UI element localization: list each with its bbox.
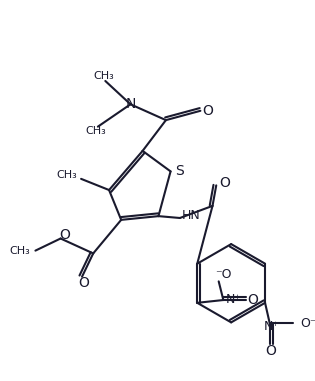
Text: N⁺: N⁺ — [264, 320, 280, 333]
Text: N⁺: N⁺ — [226, 293, 242, 306]
Text: O⁻: O⁻ — [301, 317, 315, 330]
Text: CH₃: CH₃ — [57, 170, 77, 180]
Text: CH₃: CH₃ — [9, 246, 30, 256]
Text: O: O — [219, 176, 230, 190]
Text: ⁻O: ⁻O — [215, 268, 232, 281]
Text: CH₃: CH₃ — [93, 71, 114, 81]
Text: S: S — [175, 164, 184, 178]
Text: O: O — [248, 293, 259, 307]
Text: HN: HN — [182, 209, 201, 222]
Text: N: N — [125, 97, 136, 111]
Text: O: O — [78, 276, 89, 290]
Text: O: O — [265, 344, 276, 358]
Text: O: O — [203, 104, 213, 118]
Text: CH₃: CH₃ — [86, 126, 106, 136]
Text: O: O — [59, 228, 70, 242]
